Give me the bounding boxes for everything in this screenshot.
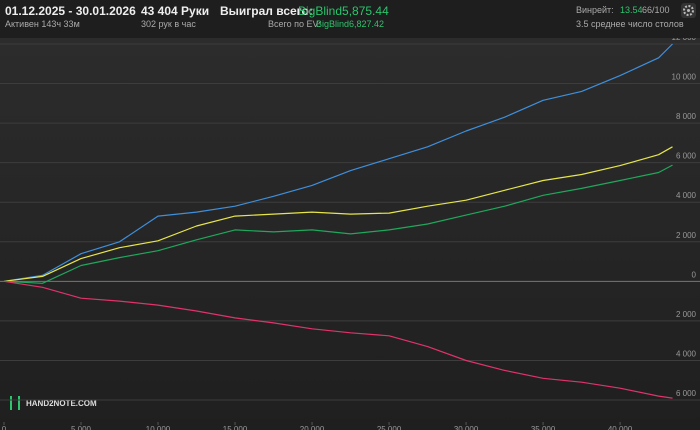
tables: 3.5 среднее число столов — [576, 19, 684, 29]
y-tick-label: 6 000 — [676, 389, 697, 398]
x-tick-label: 35 000 — [531, 425, 556, 430]
ev-label: Всего по EV: — [268, 19, 321, 29]
series-line — [3, 280, 673, 399]
y-tick-label: 12 000 — [672, 38, 697, 42]
series-line — [3, 43, 673, 282]
y-tick-label: 10 000 — [672, 73, 697, 82]
y-tick-label: 0 — [692, 270, 697, 279]
x-tick-label: 40 000 — [608, 425, 633, 430]
ev-value: BigBlind6,827.42 — [316, 19, 385, 29]
x-tick-label: 15 000 — [223, 425, 248, 430]
x-tick-label: 10 000 — [146, 425, 171, 430]
y-tick-label: 2 000 — [676, 310, 697, 319]
winrate-unit: 66/100 — [642, 5, 670, 15]
series-line — [3, 146, 673, 282]
logo-icon — [10, 396, 12, 410]
hands: 43 404 Руки — [141, 4, 210, 18]
won-value: BigBlind5,875.44 — [298, 4, 389, 18]
active-time: Активен 143ч 33м — [5, 19, 80, 29]
series-line — [3, 164, 673, 284]
winrate-label: Винрейт: — [576, 5, 614, 15]
x-tick-label: 20 000 — [300, 425, 325, 430]
logo-icon — [18, 396, 20, 410]
y-tick-label: 4 000 — [676, 191, 697, 200]
won-label: Выиграл всего: — [220, 4, 313, 18]
x-tick-label: 5 000 — [71, 425, 92, 430]
hands-per-hour: 302 рук в час — [141, 19, 196, 29]
x-tick-label: 30 000 — [454, 425, 479, 430]
y-tick-label: 4 000 — [676, 349, 697, 358]
chart: HAND2NOTE.COM 12 000 10 000 8 000 6 000 4 00… — [0, 38, 700, 430]
settings-button[interactable] — [681, 3, 696, 18]
winrate-value: 13.54 — [620, 5, 643, 15]
y-tick-label: 6 000 — [676, 152, 697, 161]
period[interactable]: 01.12.2025 - 30.01.2026 — [5, 4, 136, 18]
logo: HAND2NOTE.COM — [26, 399, 97, 408]
x-tick-label: 0 — [2, 425, 7, 430]
header: 01.12.2025 - 30.01.2026 Активен 143ч 33м… — [0, 0, 700, 38]
y-tick-label: 8 000 — [676, 112, 697, 121]
gear-icon — [683, 5, 694, 16]
x-tick-label: 25 000 — [377, 425, 402, 430]
y-tick-label: 2 000 — [676, 231, 697, 240]
